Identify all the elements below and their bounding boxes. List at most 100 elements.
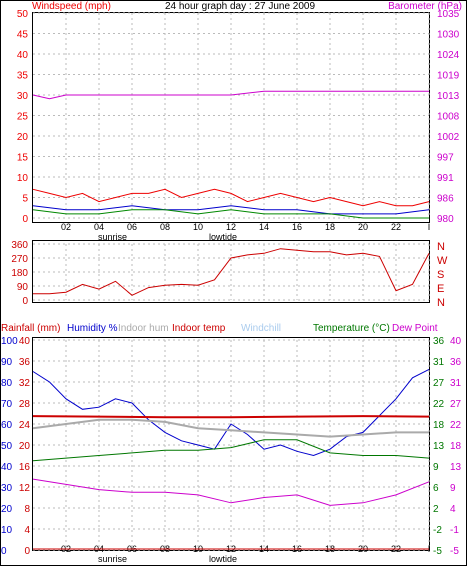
compass-n-bottom: N xyxy=(437,297,445,309)
indoor-temp-line xyxy=(32,415,430,419)
humidity-y-tick: 100 xyxy=(1,336,18,347)
lowtide-label-bottom: lowtide xyxy=(209,554,237,564)
humidity-y-tick: 30 xyxy=(1,483,13,494)
baro-y-tick: 986 xyxy=(437,194,454,205)
gust-blue-line xyxy=(32,205,430,215)
compass-w: W xyxy=(437,255,448,267)
dew-y-tick: 4 xyxy=(450,504,456,515)
dew-y-tick: -1 xyxy=(450,525,459,536)
wind-panel-frame xyxy=(32,12,430,223)
dew-y-tick: 40 xyxy=(450,336,462,347)
sunrise-label-bottom: sunrise xyxy=(98,554,127,564)
baro-y-tick: 1030 xyxy=(437,30,460,41)
x-tick-label: 06 xyxy=(127,222,137,232)
windspeed-label: Windspeed (mph) xyxy=(32,1,111,12)
compass-s: S xyxy=(437,269,444,281)
rain-y-tick: 36 xyxy=(19,357,31,368)
direction-y-tick: 270 xyxy=(11,254,28,265)
temp-inner-y-tick: 6 xyxy=(433,483,439,494)
wind-y-tick: 0 xyxy=(22,214,28,225)
x-tick-label: 22 xyxy=(391,222,401,232)
humidity-y-tick: 0 xyxy=(1,546,7,557)
temp-inner-y-tick: 27 xyxy=(433,378,445,389)
barometer-line xyxy=(32,90,429,100)
dew-y-tick: 13 xyxy=(450,462,462,473)
wind-direction-line xyxy=(33,248,430,296)
rain-y-tick: 32 xyxy=(19,378,31,389)
humidity-y-tick: 60 xyxy=(1,420,13,431)
rain-y-tick: 24 xyxy=(19,420,31,431)
compass-e: E xyxy=(437,283,444,295)
legend-temperature: Temperature (°C) xyxy=(313,323,390,334)
wind-y-tick: 20 xyxy=(17,132,29,143)
legend-humidity: Humidity % xyxy=(67,323,118,334)
rain-y-tick: 16 xyxy=(19,462,31,473)
rain-y-tick: 28 xyxy=(19,399,31,410)
wind-y-tick: 40 xyxy=(17,50,29,61)
temp-inner-y-tick: 9 xyxy=(433,462,439,473)
humidity-y-tick: 10 xyxy=(1,525,13,536)
humidity-y-tick: 80 xyxy=(1,378,13,389)
dew-y-tick: 18 xyxy=(450,441,462,452)
baro-y-tick: 1008 xyxy=(437,112,460,123)
dew-y-tick: 36 xyxy=(450,357,462,368)
temp-inner-y-tick: 22 xyxy=(433,399,445,410)
x-tick-label: 18 xyxy=(325,222,335,232)
humidity-y-tick: 90 xyxy=(1,357,13,368)
barometer-label: Barometer (hPa) xyxy=(388,1,462,12)
compass-labels: N W S E N xyxy=(437,241,448,309)
dew-y-tick: 9 xyxy=(450,483,456,494)
humidity-y-tick: 50 xyxy=(1,441,13,452)
x-tick-label: 08 xyxy=(160,222,170,232)
temperature-line xyxy=(32,439,430,462)
baro-y-tick: 1013 xyxy=(437,91,460,102)
humidity-y-tick: 20 xyxy=(1,504,13,515)
sunrise-label-top: sunrise xyxy=(98,232,127,242)
rain-y-tick: 8 xyxy=(24,504,30,515)
baro-y-tick: 1019 xyxy=(437,71,460,82)
dew-y-tick: 31 xyxy=(450,378,462,389)
baro-y-tick: 997 xyxy=(437,153,454,164)
direction-y-tick: 180 xyxy=(11,268,28,279)
temp-inner-y-tick: 31 xyxy=(433,357,445,368)
x-tick-label: 12 xyxy=(226,222,236,232)
rain-y-tick: 12 xyxy=(19,483,31,494)
legend-windchill: Windchill xyxy=(241,323,281,334)
baro-y-tick: 1035 xyxy=(437,9,460,20)
windspeed-line xyxy=(32,188,430,207)
wind-y-tick: 35 xyxy=(17,71,29,82)
wind-y-tick: 45 xyxy=(17,30,29,41)
x-tick-label: 20 xyxy=(358,222,368,232)
rain-y-tick: 20 xyxy=(19,441,31,452)
wind-y-tick: 5 xyxy=(22,194,28,205)
direction-y-tick: 0 xyxy=(22,296,28,307)
temp-inner-y-tick: 13 xyxy=(433,441,445,452)
dew-y-tick: -5 xyxy=(450,546,459,557)
x-tick-label: I xyxy=(428,222,431,232)
x-tick-label: 14 xyxy=(259,222,269,232)
legend-indoor-temp: Indoor temp xyxy=(172,323,226,334)
baro-y-tick: 1002 xyxy=(437,132,460,143)
legend-dew-point: Dew Point xyxy=(392,323,438,334)
x-tick-label: 02 xyxy=(61,222,71,232)
dew-y-tick: 22 xyxy=(450,420,462,431)
humidity-y-tick: 70 xyxy=(1,399,13,410)
temp-inner-y-tick: -5 xyxy=(433,546,442,557)
direction-panel-frame xyxy=(32,240,430,303)
temp-inner-y-tick: 18 xyxy=(433,420,445,431)
temp-inner-y-tick: -2 xyxy=(433,525,442,536)
x-tick-label: 04 xyxy=(94,222,104,232)
dew-point-line xyxy=(32,478,430,506)
humidity-y-tick: 40 xyxy=(1,462,13,473)
temp-panel-frame xyxy=(32,337,430,551)
temp-inner-y-tick: 2 xyxy=(433,504,439,515)
data-series xyxy=(32,90,430,550)
humidity-line xyxy=(32,368,430,457)
grid-lines xyxy=(33,12,430,551)
baro-y-tick: 991 xyxy=(437,173,454,184)
x-tick-label: 16 xyxy=(292,222,302,232)
legend-indoor-hum: Indoor hum xyxy=(118,323,169,334)
baro-y-tick: 980 xyxy=(437,214,454,225)
